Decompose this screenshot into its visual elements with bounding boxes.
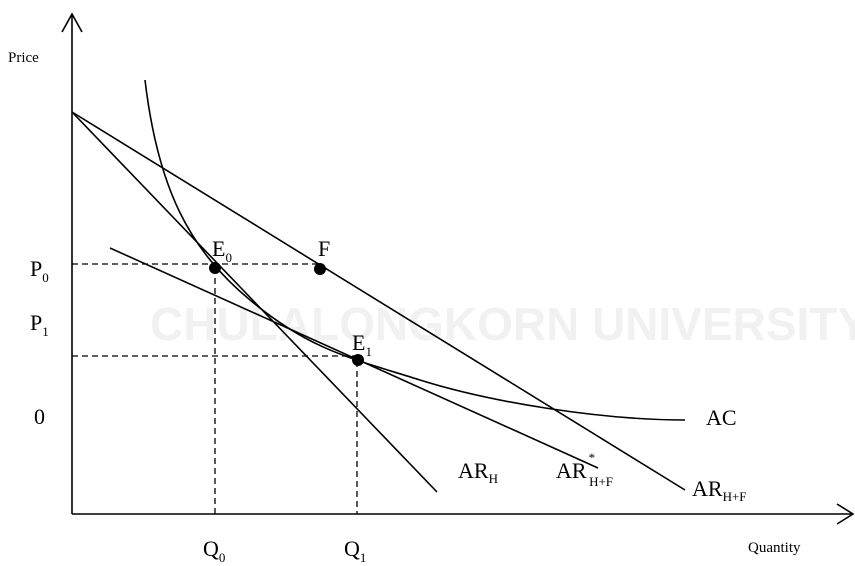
sub: 0 [225,250,232,265]
y-axis-label: Price [8,50,39,66]
sub: 1 [360,550,367,565]
quantity-label: Q0 [203,536,225,565]
point-label: E0 [212,236,232,265]
curve-label: AC [706,405,737,430]
main: Q [203,536,219,561]
main: Q [344,536,360,561]
x-axis-label: Quantity [748,540,801,556]
curve-label: AR* H+F [556,450,613,489]
sub: H+F [723,489,747,504]
quantity-label: Q1 [344,536,366,565]
page: {"axes": {"y_label": "Price", "x_label":… [0,0,855,566]
sup: * [589,450,596,465]
curve-label: ARH+F [692,476,747,504]
main: AR [692,476,723,501]
main: AR [556,458,587,483]
sub: 1 [365,344,372,359]
main: E [212,236,225,261]
price-label: 0 [34,404,45,429]
sub: H [489,471,498,486]
point-e1 [352,354,364,366]
price-label: P0 [30,256,49,285]
point-f [314,263,326,275]
main: P [30,310,42,335]
watermark: CHULALONGKORN UNIVERSITY [150,298,855,350]
curve-label: ARH [458,458,498,486]
main: E [352,330,365,355]
diagram: CHULALONGKORN UNIVERSITY Price Quantity … [0,0,855,566]
sub: 0 [219,550,226,565]
main: AR [458,458,489,483]
sub: H+F [589,474,613,489]
sub: 0 [42,270,49,285]
main: P [30,256,42,281]
point-label: F [318,236,330,261]
price-label: P1 [30,310,49,339]
sub: 1 [42,324,49,339]
point-e0 [209,262,221,274]
